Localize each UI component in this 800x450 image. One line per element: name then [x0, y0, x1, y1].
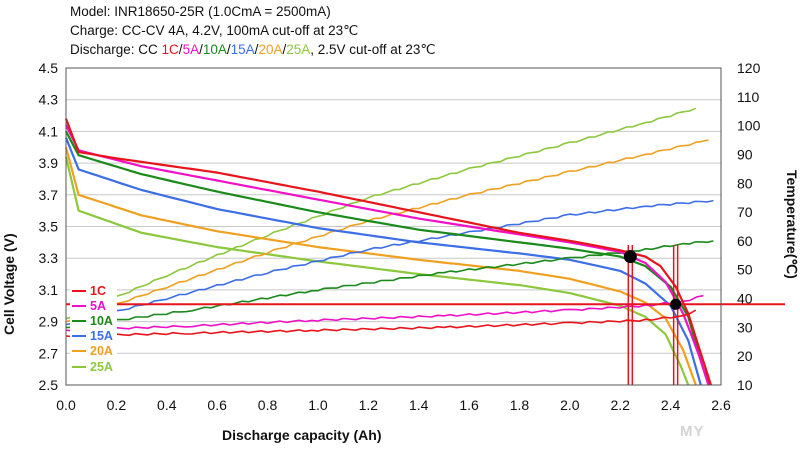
- rate-10a: 10A: [202, 42, 227, 57]
- temperature-line-5a: [65, 294, 704, 332]
- y2-tick-label: 30: [737, 319, 753, 335]
- chart-title-model: Model: INR18650-25R (1.0CmA = 2500mA): [70, 4, 331, 19]
- marker-point: [670, 298, 682, 310]
- legend-label: 15A: [90, 329, 113, 344]
- rate-separator: /: [282, 42, 287, 57]
- y2-tick-label: 50: [737, 262, 753, 278]
- y-tick-label: 3.1: [39, 282, 59, 298]
- y-tick-label: 2.9: [39, 314, 59, 330]
- voltage-line-10a: [65, 130, 712, 386]
- y2-tick-label: 80: [737, 175, 753, 191]
- y2-tick-label: 110: [737, 89, 760, 105]
- x-tick-label: 0.0: [56, 397, 76, 413]
- y2-tick-label: 100: [737, 118, 761, 134]
- tick-labels: 2.5 2.7 2.9 3.1 3.3 3.5 3.7 3.9 4.1 4.3 4.5 0.0 0.2 0…: [39, 60, 761, 413]
- y-tick-label: 3.7: [39, 187, 59, 203]
- y2-tick-label: 20: [737, 348, 753, 364]
- legend-label: 5A: [90, 298, 106, 313]
- legend-item-25a: 25A: [72, 359, 113, 374]
- rate-separator: /: [199, 42, 203, 57]
- discharge-prefix: Discharge: CC: [70, 42, 162, 57]
- x-tick-label: 1.4: [409, 397, 429, 413]
- y-tick-label: 4.1: [39, 123, 59, 139]
- discharge-suffix: , 2.5V cut-off at 23℃: [310, 42, 436, 57]
- voltage-line-5a: [65, 124, 710, 386]
- rate-1c: 1C: [161, 42, 179, 57]
- voltage-line-20a: [64, 147, 697, 386]
- x-tick-label: 0.2: [107, 397, 127, 413]
- y-tick-label: 3.9: [39, 155, 59, 171]
- x-tick-label: 0.6: [207, 397, 227, 413]
- rate-separator: /: [254, 42, 259, 57]
- y-tick-label: 4.3: [39, 92, 59, 108]
- legend-swatch: [72, 319, 86, 322]
- chart-title-charge: Charge: CC-CV 4A, 4.2V, 100mA cut-off at…: [70, 23, 359, 38]
- legend-item-5a: 5A: [72, 298, 113, 313]
- y2-tick-label: 90: [737, 146, 753, 162]
- rate-separator: /: [178, 42, 183, 57]
- legend-item-15a: 15A: [72, 329, 113, 344]
- plot-frame: [65, 67, 722, 386]
- x-tick-label: 1.8: [510, 397, 530, 413]
- temperature-line-1c: [65, 309, 697, 338]
- legend-label: 10A: [90, 313, 113, 328]
- x-axis-label: Discharge capacity (Ah): [222, 427, 382, 443]
- rate-20a: 20A: [258, 42, 283, 57]
- legend-label: 1C: [90, 283, 106, 298]
- y2-tick-label: 120: [737, 60, 761, 76]
- legend-swatch: [72, 304, 86, 307]
- markers: [623, 250, 682, 310]
- legend-label: 25A: [90, 359, 113, 374]
- rate-25a: 25A: [286, 42, 311, 57]
- y-tick-label: 2.5: [39, 377, 59, 393]
- rate-15a: 15A: [230, 42, 255, 57]
- y2-tick-label: 40: [737, 291, 753, 307]
- legend-item-10a: 10A: [72, 313, 113, 328]
- x-tick-label: 2.2: [610, 397, 630, 413]
- legend-swatch: [72, 350, 86, 353]
- x-tick-label: 0.8: [258, 397, 278, 413]
- y-tick-label: 2.7: [39, 345, 59, 361]
- voltage-line-15a: [64, 137, 702, 386]
- y-axis-label: Cell Voltage (V): [1, 233, 17, 335]
- x-tick-label: 1.2: [359, 397, 379, 413]
- legend-item-1c: 1C: [72, 283, 113, 298]
- temperature-line-15a: [65, 199, 714, 326]
- voltage-line-25a: [64, 156, 690, 386]
- legend-label: 20A: [90, 344, 113, 359]
- legend-swatch: [72, 335, 86, 338]
- x-tick-label: 2.0: [560, 397, 580, 413]
- x-tick-label: 2.4: [661, 397, 681, 413]
- legend-swatch: [72, 289, 86, 292]
- y-tick-label: 3.5: [39, 219, 59, 235]
- marker-point: [623, 250, 637, 264]
- rate-separator: /: [226, 42, 231, 57]
- x-tick-label: 2.6: [711, 397, 731, 413]
- series-lines: [64, 107, 714, 386]
- temperature-line-20a: [65, 139, 709, 323]
- x-tick-label: 1.6: [459, 397, 479, 413]
- x-tick-label: 0.4: [157, 397, 177, 413]
- y2-tick-label: 60: [737, 233, 753, 249]
- legend: 1C 5A 10A 15A 20A 25A: [70, 281, 117, 377]
- grid: [66, 99, 721, 354]
- rate-5a: 5A: [182, 42, 200, 57]
- watermark: MY: [680, 423, 705, 440]
- y2-tick-label: 10: [737, 377, 753, 393]
- temperature-line-25a: [65, 107, 697, 320]
- y-tick-label: 3.3: [39, 250, 59, 266]
- voltage-line-1c: [64, 118, 712, 386]
- y-tick-label: 4.5: [39, 60, 59, 76]
- y2-tick-label: 70: [737, 204, 753, 220]
- y2-axis-label: Temperature(℃): [784, 170, 800, 279]
- chart-title-discharge: Discharge: CC 1C/5A/10A/15A/20A/25A, 2.5…: [70, 42, 436, 58]
- temperature-line-10a: [65, 240, 714, 329]
- legend-swatch: [72, 365, 86, 368]
- x-tick-label: 1.0: [308, 397, 328, 413]
- reference-lines: [66, 245, 785, 385]
- legend-item-20a: 20A: [72, 344, 113, 359]
